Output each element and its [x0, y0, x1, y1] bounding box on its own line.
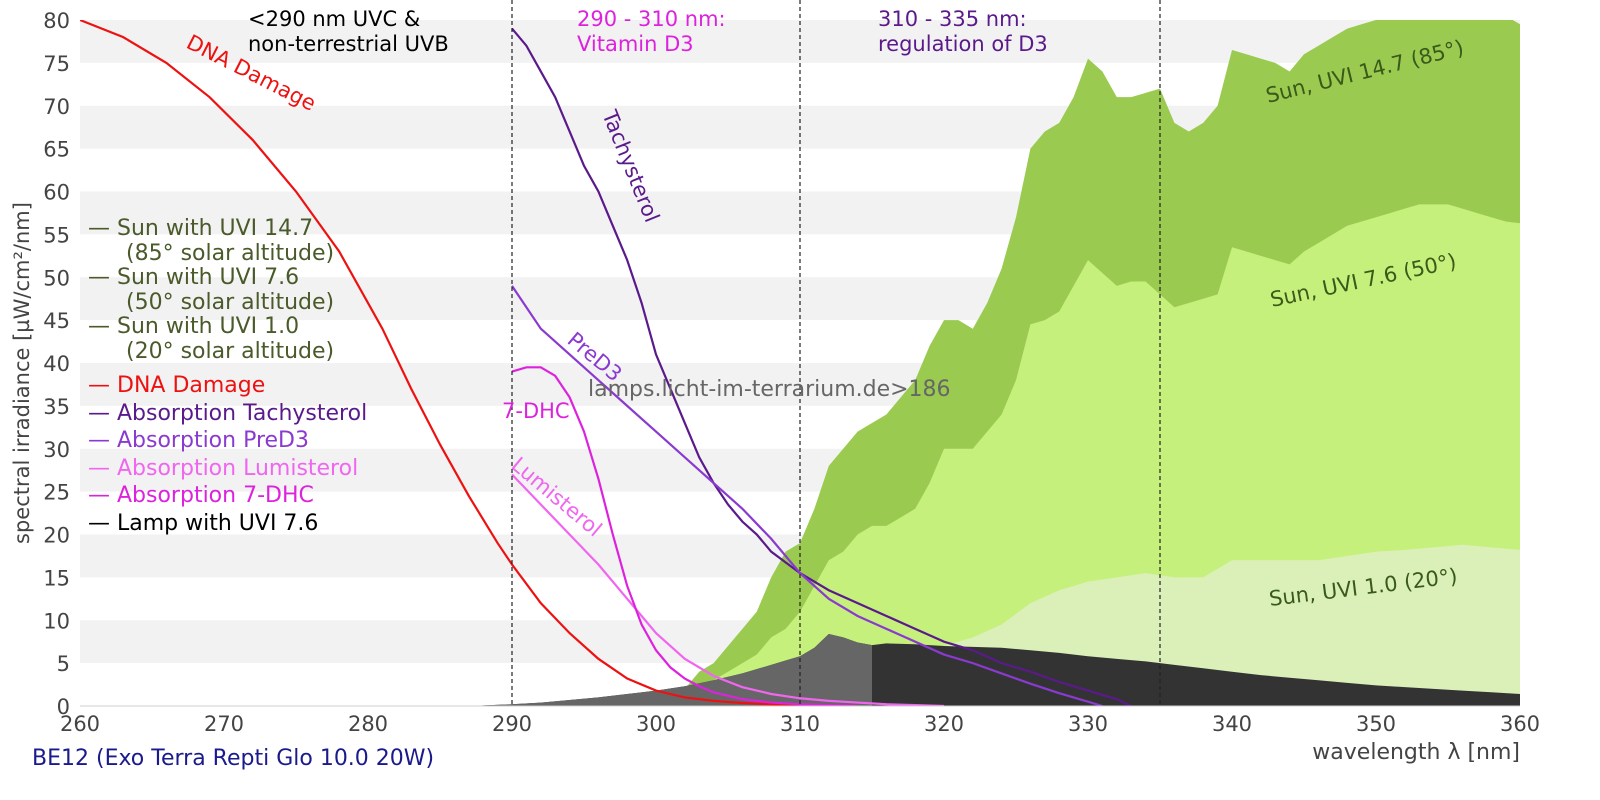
- y-tick-label: 70: [43, 95, 70, 119]
- grid-band: [80, 20, 1520, 63]
- legend-sublabel: (20° solar altitude): [126, 338, 335, 364]
- axes: 0 5 10 15 20 25 30 35 40 45 50 55 60 65 70 75 80 260 270 28…: [43, 9, 1540, 736]
- y-tick-label: 15: [43, 566, 70, 590]
- y-tick-label: 65: [43, 138, 70, 162]
- legend-item: — Sun with UVI 1.0: [88, 314, 367, 340]
- y-tick-label: 40: [43, 352, 70, 376]
- region-line: <290 nm UVC &: [248, 7, 421, 31]
- lamp-caption: BE12 (Exo Terra Repti Glo 10.0 20W): [32, 746, 435, 771]
- legend-label: DNA Damage: [117, 373, 266, 398]
- y-axis-label: spectral irradiance [µW/cm²/nm]: [10, 202, 34, 544]
- legend-label: Lamp with UVI 7.6: [117, 510, 319, 536]
- curve-label-dhc: 7-DHC: [502, 399, 570, 423]
- x-tick-label: 340: [1212, 712, 1252, 736]
- y-tick-label: 55: [43, 223, 70, 247]
- legend-label: Absorption Tachysterol: [117, 400, 368, 426]
- x-tick-label: 310: [780, 712, 820, 736]
- y-tick-label: 10: [43, 609, 70, 633]
- legend-label: Sun with UVI 14.7: [117, 216, 314, 241]
- legend-marker: —: [88, 265, 117, 290]
- legend-marker: —: [88, 400, 117, 426]
- curve-lumi: [511, 473, 945, 706]
- x-axis-label: wavelength λ [nm]: [1312, 740, 1520, 765]
- legend-label: Sun with UVI 7.6: [117, 265, 300, 290]
- y-tick-label: 5: [57, 652, 70, 676]
- x-tick-label: 300: [636, 712, 676, 736]
- curve-tachy: [511, 27, 1132, 706]
- legend-item: — Absorption Tachysterol: [88, 400, 367, 428]
- region-label-regulation: 310 - 335 nm: regulation of D3: [878, 7, 1048, 57]
- y-tick-label: 30: [43, 438, 70, 462]
- x-tick-label: 330: [1068, 712, 1108, 736]
- x-tick-label: 270: [204, 712, 244, 736]
- x-tick-label: 280: [348, 712, 388, 736]
- x-tick-label: 350: [1356, 712, 1396, 736]
- legend-marker: —: [88, 455, 117, 481]
- legend-marker: —: [88, 373, 117, 398]
- legend-label: Absorption 7-DHC: [117, 483, 314, 508]
- y-tick-label: 60: [43, 181, 70, 205]
- x-tick-label: 320: [924, 712, 964, 736]
- curve-pred3: [511, 285, 1103, 706]
- y-tick-label: 20: [43, 524, 70, 548]
- region-line: 290 - 310 nm:: [577, 7, 726, 31]
- y-tick-label: 0: [57, 695, 70, 719]
- watermark-text: lamps.licht-im-terrarium.de>186: [588, 377, 951, 402]
- area-sun10: [656, 544, 1520, 706]
- legend-marker: —: [88, 510, 117, 536]
- legend-item: — DNA Damage: [88, 372, 367, 400]
- region-line: non-terrestrial UVB: [248, 32, 449, 56]
- legend-marker: —: [88, 216, 117, 241]
- legend-marker: —: [88, 314, 117, 339]
- region-label-uvc: <290 nm UVC & non-terrestrial UVB: [248, 7, 449, 57]
- legend-item: — Absorption PreD3: [88, 427, 367, 455]
- y-tick-label: 25: [43, 481, 70, 505]
- curve-dna: [80, 20, 858, 706]
- legend: — Sun with UVI 14.7 (85° solar altitude) —…: [88, 216, 367, 538]
- legend-label: Absorption PreD3: [117, 428, 309, 453]
- y-tick-label: 80: [43, 9, 70, 33]
- x-tick-label: 360: [1500, 712, 1540, 736]
- region-dividers: [511, 0, 1161, 706]
- absorption-curves: [80, 20, 1132, 706]
- region-line: 310 - 335 nm:: [878, 7, 1027, 31]
- legend-item: — Sun with UVI 7.6: [88, 265, 367, 291]
- spectrum-areas: [468, 20, 1520, 706]
- legend-item: — Absorption Lumisterol: [88, 455, 367, 483]
- region-line: regulation of D3: [878, 32, 1048, 56]
- legend-item: — Absorption 7-DHC: [88, 482, 367, 510]
- legend-marker: —: [88, 428, 117, 453]
- y-tick-label: 45: [43, 309, 70, 333]
- y-tick-label: 75: [43, 52, 70, 76]
- legend-sublabel: (85° solar altitude): [126, 240, 335, 266]
- region-label-vitamin-d3: 290 - 310 nm: Vitamin D3: [577, 7, 726, 57]
- y-tick-label: 50: [43, 266, 70, 290]
- x-tick-label: 260: [60, 712, 100, 736]
- legend-item: — Sun with UVI 14.7: [88, 216, 367, 242]
- legend-sublabel: (50° solar altitude): [126, 289, 335, 315]
- legend-label: Absorption Lumisterol: [117, 455, 359, 481]
- y-tick-label: 35: [43, 395, 70, 419]
- legend-marker: —: [88, 483, 117, 508]
- legend-label: Sun with UVI 1.0: [117, 314, 300, 339]
- x-tick-label: 290: [492, 712, 532, 736]
- region-line: Vitamin D3: [577, 32, 694, 56]
- legend-item: — Lamp with UVI 7.6: [88, 510, 367, 538]
- area-lamp-uvb-part: [468, 633, 872, 706]
- curve-dhc: [511, 366, 858, 706]
